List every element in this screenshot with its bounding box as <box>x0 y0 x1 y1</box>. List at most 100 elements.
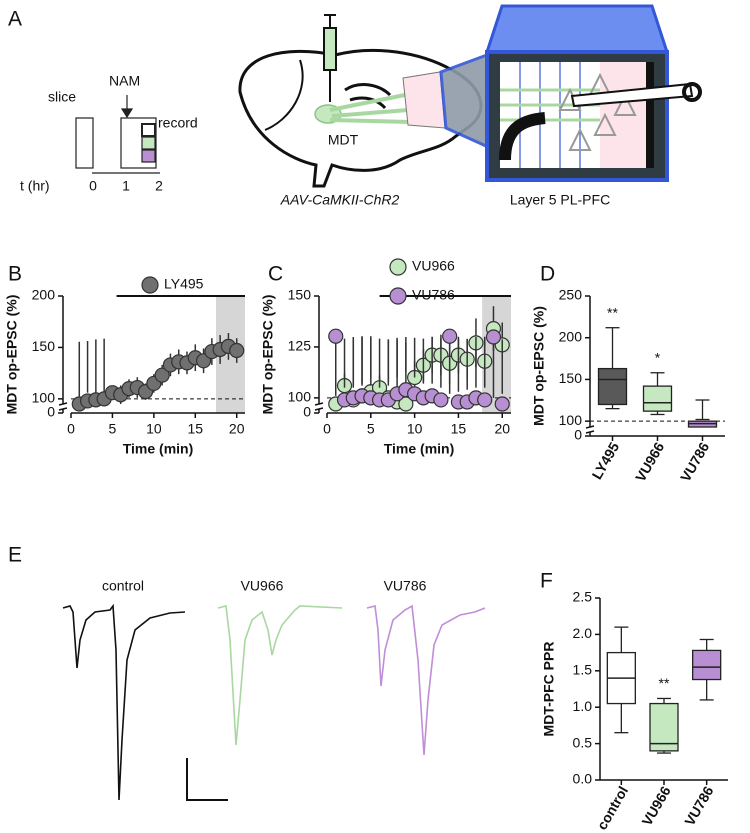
y-tick-label: 150 <box>32 338 56 354</box>
x-tick-label: LY495 <box>588 439 622 482</box>
legend-marker <box>389 258 407 276</box>
trace-label: control <box>102 578 144 594</box>
y-tick-label: 0.0 <box>573 771 593 787</box>
pipette <box>570 82 694 108</box>
panel-letter: D <box>540 263 555 286</box>
x-tick-label: 15 <box>451 421 467 437</box>
brain-fold <box>344 83 392 110</box>
axis-break <box>585 430 595 434</box>
virus-label: AAV-CaMKII-ChR2 <box>280 192 400 208</box>
y-axis-label: MDT-PFC PPR <box>541 642 557 737</box>
x-tick-label: VU966 <box>632 439 667 484</box>
panel-letter: B <box>8 263 22 286</box>
significance: ** <box>607 304 618 320</box>
x-tick-label: 15 <box>187 421 203 437</box>
y-tick-label: 0 <box>574 427 582 443</box>
legend-marker <box>389 287 407 305</box>
y-tick-label: 2.5 <box>573 589 593 605</box>
record-cell <box>141 136 156 150</box>
y-tick-label: 0 <box>303 404 311 420</box>
y-tick-label: 200 <box>32 287 56 303</box>
x-tick-label: 10 <box>146 421 162 437</box>
timeline-ticks: 0 1 2 <box>89 178 163 194</box>
y-tick-label: 0 <box>47 404 55 420</box>
data-point <box>494 396 510 412</box>
y-axis-label: MDT op-EPSC (%) <box>260 295 276 415</box>
data-point <box>442 328 458 344</box>
brain-fold <box>264 59 304 131</box>
timeline <box>75 95 160 174</box>
timeline-tick-label: 0 <box>89 178 97 194</box>
x-axis-label: Time (min) <box>384 441 455 457</box>
syringe-barrel <box>323 27 337 71</box>
y-tick-label: 200 <box>559 328 583 344</box>
y-tick-label: 1.0 <box>573 698 593 714</box>
inset-top <box>484 4 670 54</box>
region-label: MDT <box>328 132 359 148</box>
timeline-tick-label: 1 <box>122 178 130 194</box>
legend-label: VU966 <box>412 258 455 274</box>
x-tick-label: 5 <box>109 421 117 437</box>
record-cell <box>141 149 156 163</box>
legend-label: VU786 <box>412 287 455 303</box>
x-tick-label: VU786 <box>681 783 716 828</box>
slice-box <box>75 117 94 169</box>
x-axis-label: Time (min) <box>123 441 194 457</box>
x-tick-label: control <box>594 783 632 832</box>
y-tick-label: 100 <box>32 390 56 406</box>
y-tick-label: 100 <box>559 412 583 428</box>
x-tick-label: 0 <box>67 421 75 437</box>
x-tick-label: 10 <box>407 421 423 437</box>
trace-label: VU786 <box>384 578 427 594</box>
axis-break <box>58 402 68 406</box>
trace <box>217 605 343 746</box>
record-label: record <box>158 115 198 131</box>
panel-letter: F <box>540 570 553 593</box>
significance: * <box>655 349 661 365</box>
data-point <box>229 342 245 359</box>
inset-tissue <box>499 112 546 161</box>
y-tick-label: 1.5 <box>573 662 593 678</box>
x-tick-label: 0 <box>323 421 331 437</box>
x-tick-label: 20 <box>494 421 510 437</box>
traces <box>62 603 486 801</box>
panel-letter: C <box>268 263 283 286</box>
trace-label: VU966 <box>241 578 284 594</box>
slice-label: slice <box>48 89 76 105</box>
data-point <box>485 329 502 345</box>
arrow-head <box>120 108 134 119</box>
timeline-tick-label: 2 <box>155 178 163 194</box>
data-point <box>154 367 170 383</box>
trace <box>366 604 486 756</box>
y-tick-label: 0.5 <box>573 734 593 750</box>
x-tick-label: VU966 <box>639 783 674 828</box>
nam-label: NAM <box>109 73 140 89</box>
y-tick-label: 2.0 <box>573 625 593 641</box>
trace <box>62 603 186 801</box>
legend-label: LY495 <box>164 276 204 292</box>
data-point <box>433 392 449 408</box>
y-tick-label: 125 <box>288 338 312 354</box>
y-tick-label: 150 <box>288 287 312 303</box>
pfc-region <box>402 71 446 129</box>
box <box>642 385 673 412</box>
pipette-tip <box>682 82 702 102</box>
y-axis-label: MDT op-EPSC (%) <box>4 295 20 415</box>
record-cell <box>141 123 156 137</box>
y-tick-label: 150 <box>559 370 583 386</box>
y-tick-label: 250 <box>559 287 583 303</box>
axis-break <box>314 407 324 411</box>
target-label: Layer 5 PL-PFC <box>510 192 610 208</box>
axis-break <box>58 407 68 411</box>
inset-edge <box>646 62 654 168</box>
time-axis-label: t (hr) <box>20 178 50 194</box>
box <box>597 367 628 406</box>
x-tick-label: 5 <box>367 421 375 437</box>
data-point <box>328 328 344 344</box>
y-tick-label: 100 <box>288 389 312 405</box>
data-point <box>477 392 493 408</box>
panel-letter: A <box>8 8 22 31</box>
significance: ** <box>659 675 670 691</box>
